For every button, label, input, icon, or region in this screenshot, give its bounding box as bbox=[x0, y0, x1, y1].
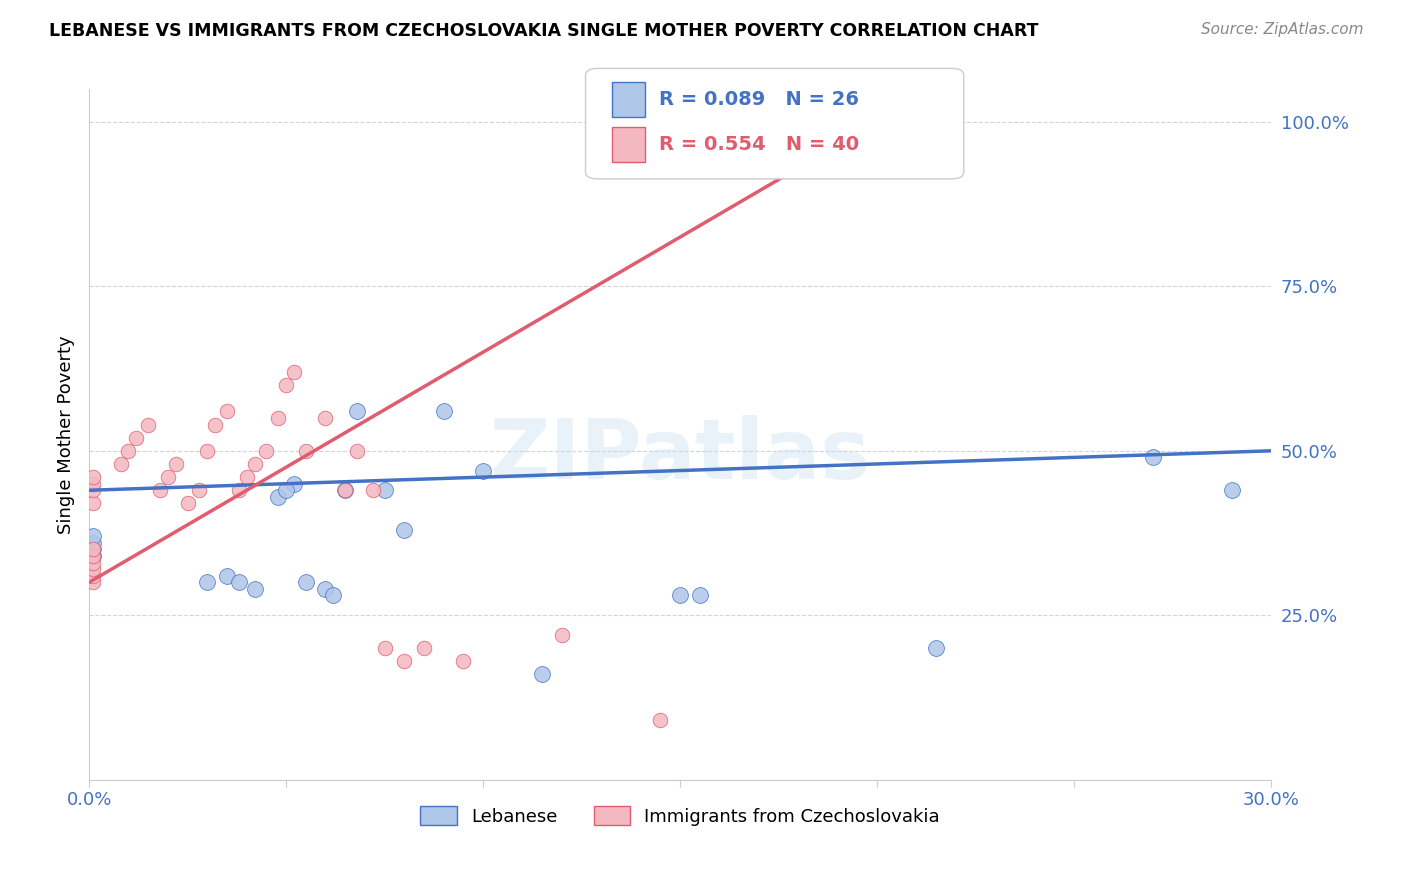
Point bbox=[235, 470, 257, 484]
Point bbox=[215, 568, 238, 582]
Point bbox=[322, 589, 344, 603]
Point bbox=[228, 575, 250, 590]
Point bbox=[267, 411, 290, 425]
Point bbox=[335, 483, 357, 498]
Point bbox=[1220, 483, 1243, 498]
Point bbox=[82, 470, 104, 484]
Point bbox=[82, 575, 104, 590]
Point bbox=[195, 575, 218, 590]
Point bbox=[82, 568, 104, 582]
Point bbox=[374, 641, 396, 656]
Point bbox=[215, 404, 238, 418]
Point bbox=[176, 496, 198, 510]
Point bbox=[294, 575, 316, 590]
Point bbox=[204, 417, 226, 432]
Point bbox=[669, 589, 692, 603]
Point bbox=[125, 431, 148, 445]
Point bbox=[294, 443, 316, 458]
Point bbox=[254, 443, 277, 458]
Point bbox=[156, 470, 179, 484]
Point bbox=[274, 378, 297, 392]
Point bbox=[149, 483, 172, 498]
Point bbox=[650, 714, 672, 728]
Point bbox=[346, 443, 368, 458]
Point bbox=[335, 483, 357, 498]
Text: Source: ZipAtlas.com: Source: ZipAtlas.com bbox=[1201, 22, 1364, 37]
Point bbox=[82, 549, 104, 563]
Point bbox=[165, 457, 187, 471]
Point bbox=[433, 404, 456, 418]
Point bbox=[689, 589, 711, 603]
FancyBboxPatch shape bbox=[585, 69, 963, 179]
Point bbox=[314, 411, 336, 425]
Point bbox=[82, 562, 104, 576]
Point bbox=[283, 365, 305, 379]
Point bbox=[551, 628, 574, 642]
Point bbox=[472, 464, 495, 478]
FancyBboxPatch shape bbox=[612, 82, 644, 117]
Point bbox=[267, 490, 290, 504]
Point bbox=[195, 443, 218, 458]
Point bbox=[117, 443, 139, 458]
Point bbox=[1142, 450, 1164, 465]
Point bbox=[413, 641, 436, 656]
Point bbox=[394, 523, 416, 537]
Point bbox=[394, 654, 416, 668]
Point bbox=[82, 536, 104, 550]
Point bbox=[136, 417, 159, 432]
Point bbox=[346, 404, 368, 418]
Point bbox=[188, 483, 211, 498]
Text: ZIPatlas: ZIPatlas bbox=[489, 415, 870, 496]
Point bbox=[110, 457, 132, 471]
Point bbox=[82, 542, 104, 557]
Point bbox=[82, 483, 104, 498]
Point bbox=[82, 476, 104, 491]
Point bbox=[82, 542, 104, 557]
FancyBboxPatch shape bbox=[612, 127, 644, 161]
Point bbox=[374, 483, 396, 498]
Point bbox=[82, 496, 104, 510]
Point bbox=[314, 582, 336, 596]
Text: R = 0.554   N = 40: R = 0.554 N = 40 bbox=[659, 135, 859, 153]
Point bbox=[453, 654, 475, 668]
Point bbox=[82, 556, 104, 570]
Legend: Lebanese, Immigrants from Czechoslovakia: Lebanese, Immigrants from Czechoslovakia bbox=[413, 799, 946, 833]
Point bbox=[243, 457, 266, 471]
Point bbox=[243, 582, 266, 596]
Point bbox=[82, 549, 104, 563]
Point bbox=[283, 476, 305, 491]
Point bbox=[361, 483, 384, 498]
Text: LEBANESE VS IMMIGRANTS FROM CZECHOSLOVAKIA SINGLE MOTHER POVERTY CORRELATION CHA: LEBANESE VS IMMIGRANTS FROM CZECHOSLOVAK… bbox=[49, 22, 1039, 40]
Text: R = 0.089   N = 26: R = 0.089 N = 26 bbox=[659, 90, 859, 109]
Point bbox=[531, 667, 554, 681]
Point bbox=[228, 483, 250, 498]
Point bbox=[274, 483, 297, 498]
Point bbox=[82, 529, 104, 543]
Point bbox=[925, 641, 948, 656]
Y-axis label: Single Mother Poverty: Single Mother Poverty bbox=[58, 335, 75, 533]
